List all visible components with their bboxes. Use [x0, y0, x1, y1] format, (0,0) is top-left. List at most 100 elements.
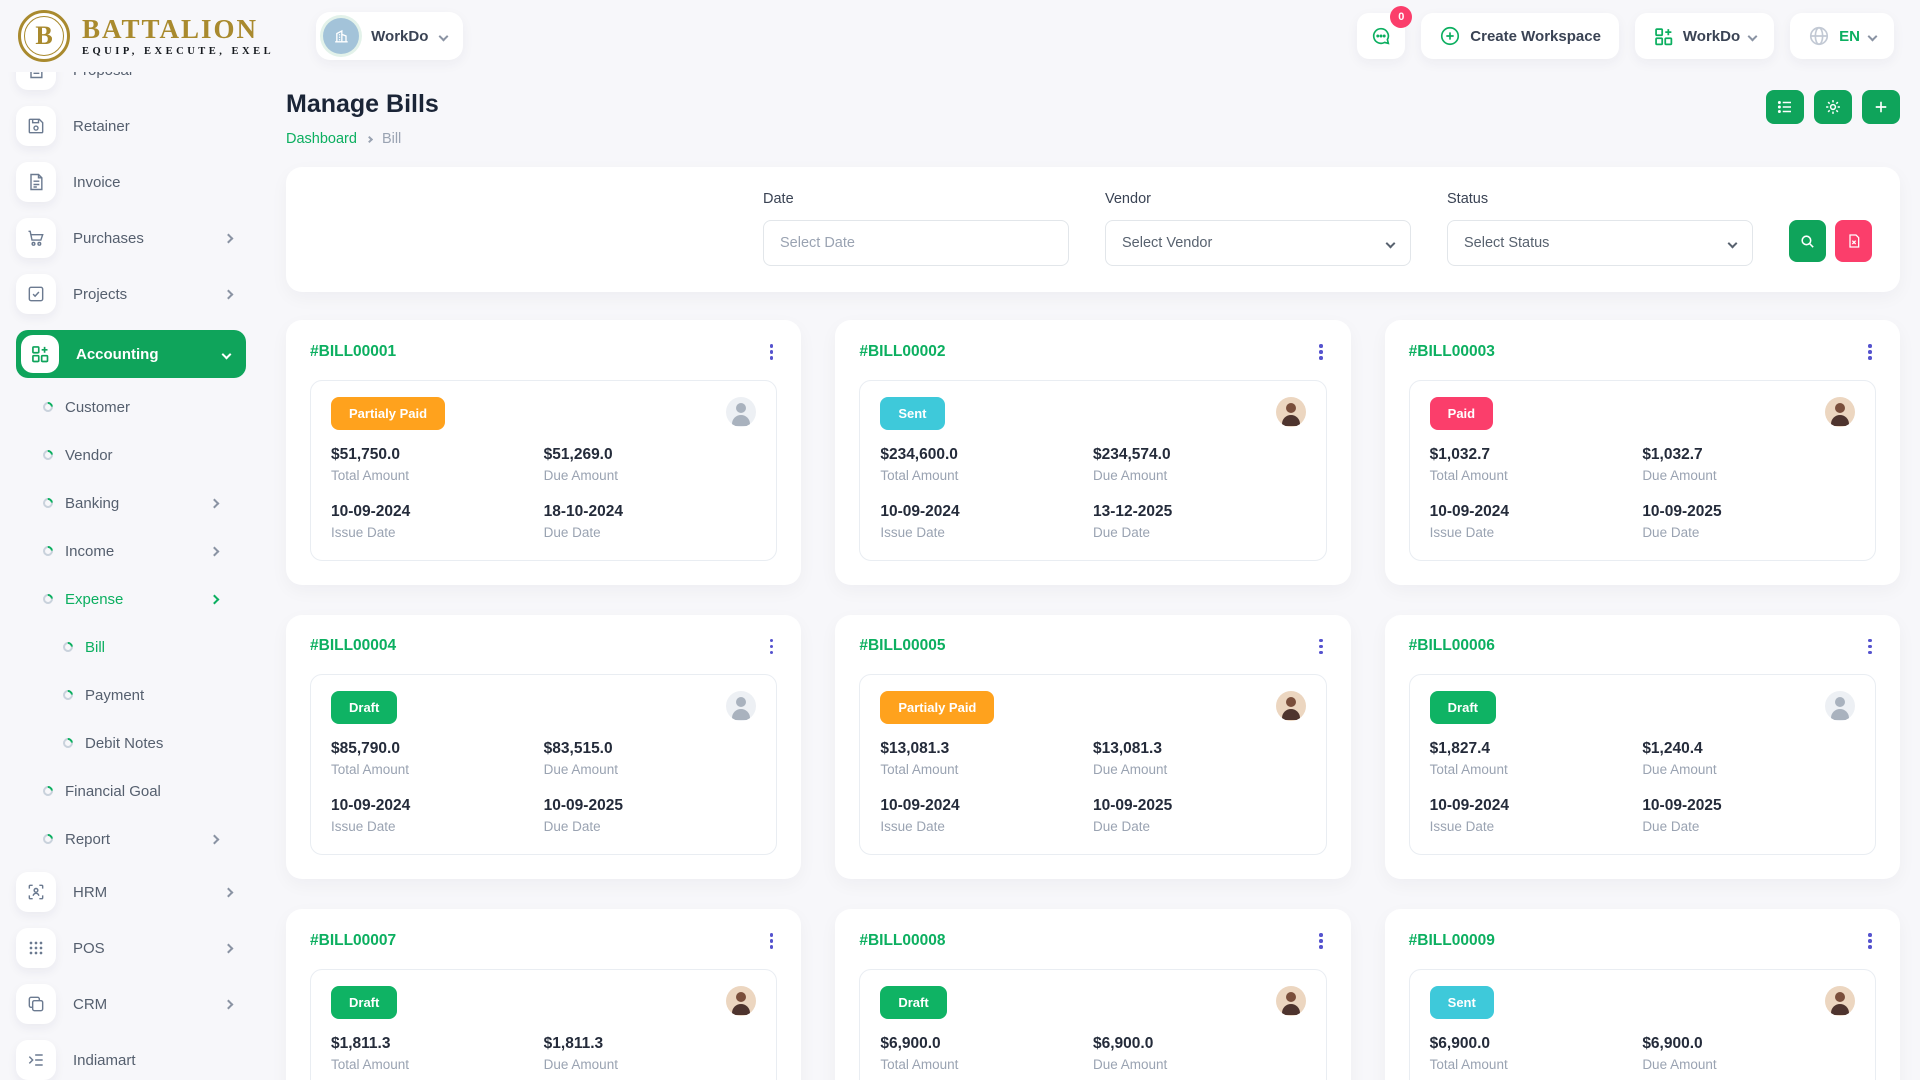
bill-id-link[interactable]: #BILL00009 [1408, 931, 1495, 949]
create-workspace-button[interactable]: Create Workspace [1421, 13, 1619, 59]
sidebar-item-purchases[interactable]: Purchases [16, 218, 246, 258]
workspace-switcher[interactable]: WorkDo [316, 12, 464, 60]
due-date-label: Due Date [1642, 819, 1700, 834]
settings-button[interactable] [1814, 90, 1852, 124]
total-amount-value: $51,750.0 [331, 445, 400, 463]
sidebar-item-label: Projects [73, 285, 128, 303]
bill-id-link[interactable]: #BILL00004 [310, 637, 397, 655]
bill-id-link[interactable]: #BILL00006 [1408, 637, 1495, 655]
due-date-label: Due Date [1092, 524, 1151, 540]
due-date-label: Due Date [543, 819, 601, 834]
chevron-right-icon [209, 498, 220, 508]
topbar-actions: 0 Create Workspace WorkDo EN [1357, 6, 1894, 59]
brand-monogram-icon: B [18, 10, 70, 62]
bill-id-link[interactable]: #BILL00001 [310, 342, 397, 360]
issue-date-value: 10-09-2024 [331, 797, 411, 814]
bill-id-link[interactable]: #BILL00005 [859, 637, 946, 655]
due-amount-value: $234,574.0 [1092, 445, 1171, 463]
bill-menu-kebab[interactable] [1864, 635, 1876, 659]
bill-menu-kebab[interactable] [766, 635, 778, 659]
total-amount-value: $6,900.0 [1429, 1034, 1490, 1052]
apply-filter-button[interactable] [1789, 220, 1826, 262]
brand-logo[interactable]: B BATTALION EQUIP, EXECUTE, EXEL [18, 10, 274, 62]
messages-button[interactable]: 0 [1357, 6, 1413, 59]
bill-menu-kebab[interactable] [1315, 929, 1327, 953]
status-badge: Draft [331, 985, 398, 1019]
sidebar-item-banking[interactable]: Banking [40, 488, 246, 518]
bill-menu-kebab[interactable] [1864, 929, 1876, 953]
top-bar: B BATTALION EQUIP, EXECUTE, EXEL WorkDo … [0, 0, 1920, 72]
total-amount-value: $1,811.3 [331, 1034, 391, 1052]
bill-id-link[interactable]: #BILL00003 [1408, 342, 1495, 360]
sidebar-item-financial-goal[interactable]: Financial Goal [40, 776, 246, 806]
bills-grid: #BILL00001 Partialy Paid $51,750.0 Total … [286, 320, 1900, 1080]
sidebar-item-label: Purchases [73, 229, 144, 247]
grid-plus-icon [21, 335, 59, 373]
bill-id-link[interactable]: #BILL00008 [859, 931, 946, 949]
chevron-down-icon [1747, 31, 1758, 41]
due-amount-label: Due Amount [543, 762, 618, 777]
chevron-down-icon [438, 31, 449, 41]
sidebar-item-hrm[interactable]: HRM [16, 872, 246, 912]
bill-menu-kebab[interactable] [1315, 340, 1327, 364]
sidebar-item-payment[interactable]: Payment [60, 680, 246, 710]
status-badge: Sent [1429, 985, 1494, 1019]
add-bill-button[interactable] [1862, 90, 1900, 124]
sidebar-item-indiamart[interactable]: Indiamart [16, 1040, 246, 1080]
sidebar-item-pos[interactable]: POS [16, 928, 246, 968]
sidebar-item-projects[interactable]: Projects [16, 274, 246, 314]
vendor-filter-label: Vendor [1105, 191, 1151, 207]
issue-date-value: 10-09-2024 [880, 797, 960, 814]
status-filter-select[interactable]: Select Status [1447, 220, 1753, 266]
bill-menu-kebab[interactable] [766, 929, 778, 953]
total-amount-label: Total Amount [880, 1056, 959, 1072]
sidebar-item-income[interactable]: Income [40, 536, 246, 566]
vendor-filter-select[interactable]: Select Vendor [1105, 220, 1411, 266]
issue-date-value: 10-09-2024 [1429, 797, 1509, 814]
sidebar-item-report[interactable]: Report [40, 824, 246, 854]
workdo-menu-button[interactable]: WorkDo [1634, 13, 1775, 59]
sidebar-item-crm[interactable]: CRM [16, 984, 246, 1024]
workspace-name: WorkDo [371, 27, 429, 45]
due-amount-value: $6,900.0 [1642, 1034, 1703, 1052]
chevron-right-icon [223, 887, 234, 897]
bill-menu-kebab[interactable] [766, 340, 778, 364]
due-amount-label: Due Amount [1092, 1056, 1168, 1072]
person-scan-icon [16, 872, 56, 912]
bill-card: #BILL00005 Partialy Paid $13,081.3 Total … [835, 614, 1351, 879]
sidebar-item-vendor[interactable]: Vendor [40, 440, 246, 470]
sidebar-item-customer[interactable]: Customer [40, 392, 246, 422]
sidebar-item-accounting[interactable]: Accounting [16, 330, 246, 378]
chevron-down-icon [1867, 31, 1878, 41]
due-date-label: Due Date [1092, 819, 1151, 834]
status-badge: Draft [880, 985, 947, 1019]
due-amount-value: $1,240.4 [1642, 740, 1703, 757]
bill-id-link[interactable]: #BILL00002 [859, 342, 946, 360]
sidebar-item-invoice[interactable]: Invoice [16, 162, 246, 202]
bill-menu-kebab[interactable] [1864, 340, 1876, 364]
bill-card: #BILL00002 Sent $234,600.0 Total Amount $… [835, 320, 1351, 585]
language-selector[interactable]: EN [1790, 13, 1894, 59]
sidebar-item-label: Retainer [73, 117, 130, 135]
sidebar-item-proposal[interactable]: Proposal [16, 72, 246, 90]
bullet-icon [40, 591, 56, 607]
due-amount-label: Due Amount [1092, 467, 1168, 483]
total-amount-value: $1,032.7 [1429, 445, 1490, 463]
list-view-button[interactable] [1766, 90, 1804, 124]
sidebar-item-debit-notes[interactable]: Debit Notes [60, 728, 246, 758]
sidebar-item-retainer[interactable]: Retainer [16, 106, 246, 146]
bill-id-link[interactable]: #BILL00007 [310, 931, 397, 949]
clear-filter-button[interactable] [1835, 220, 1872, 262]
sidebar-item-expense[interactable]: Expense [40, 584, 246, 614]
date-filter-input[interactable] [763, 220, 1069, 266]
sidebar-item-label: POS [73, 939, 105, 957]
sidebar-item-label: CRM [73, 995, 108, 1013]
issue-date-value: 10-09-2024 [331, 502, 411, 520]
sidebar-item-label: Report [65, 830, 111, 848]
breadcrumb-dashboard-link[interactable]: Dashboard [286, 131, 357, 147]
issue-date-label: Issue Date [331, 524, 396, 540]
sidebar-item-bill[interactable]: Bill [60, 632, 246, 662]
bill-card: #BILL00009 Sent $6,900.0 Total Amount $6,… [1384, 909, 1900, 1080]
bill-menu-kebab[interactable] [1315, 635, 1327, 659]
total-amount-value: $6,900.0 [880, 1034, 941, 1052]
